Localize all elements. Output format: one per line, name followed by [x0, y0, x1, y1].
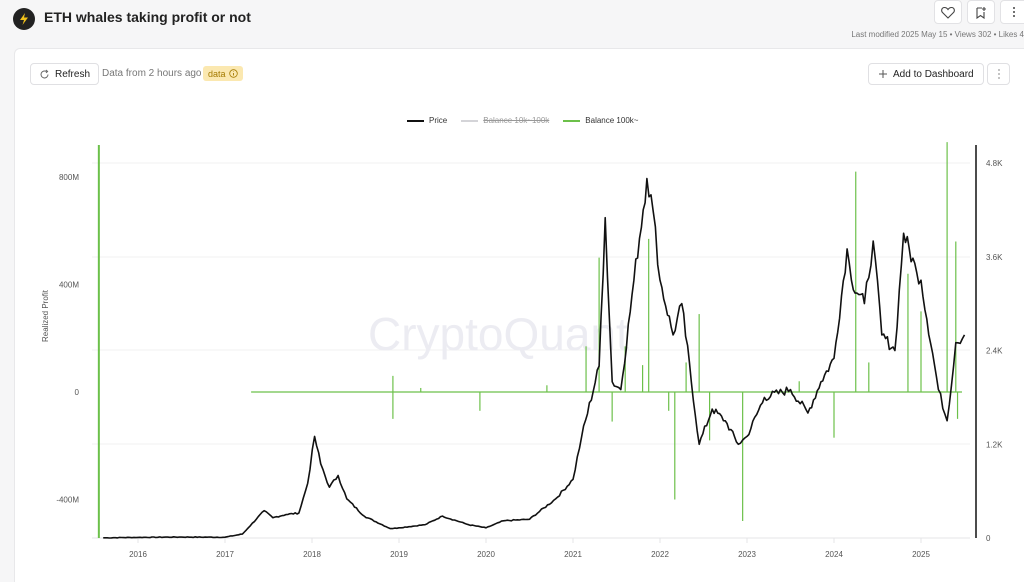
legend-swatch [563, 119, 581, 122]
y-axis-right: 4.8K 3.6K 2.4K 1.2K 0 [986, 159, 1003, 543]
svg-text:2019: 2019 [390, 550, 408, 559]
y-axis-left: 800M 400M 0 -400M [56, 173, 79, 505]
series-balance-100k [97, 142, 962, 538]
data-badge[interactable]: data [203, 66, 243, 81]
card-more-button[interactable] [987, 63, 1010, 85]
info-icon [228, 69, 238, 78]
svg-text:3.6K: 3.6K [986, 253, 1003, 262]
svg-text:800M: 800M [59, 173, 79, 182]
svg-text:2016: 2016 [129, 550, 147, 559]
more-vertical-icon [997, 69, 1000, 79]
refresh-button[interactable]: Refresh [30, 63, 100, 85]
refresh-icon [40, 69, 49, 78]
legend-swatch [407, 119, 424, 122]
page-title: ETH whales taking profit or not [44, 9, 251, 25]
svg-text:2025: 2025 [912, 550, 930, 559]
svg-text:400M: 400M [59, 281, 79, 290]
legend-item-balance-100k[interactable]: Balance 100k~ [563, 116, 638, 125]
svg-text:2024: 2024 [825, 550, 843, 559]
more-vertical-icon [1013, 7, 1015, 17]
badge-label: data [208, 68, 226, 79]
legend-swatch [461, 119, 479, 122]
plus-icon [879, 70, 887, 78]
y-axis-title: Realized Profit [41, 289, 50, 342]
legend-item-price[interactable]: Price [407, 116, 447, 125]
heart-icon [941, 6, 955, 19]
add-to-dashboard-button[interactable]: Add to Dashboard [868, 63, 984, 85]
svg-text:2023: 2023 [738, 550, 756, 559]
add-dashboard-label: Add to Dashboard [893, 68, 974, 80]
legend-item-balance-10k-100k[interactable]: Balance 10k~100k [461, 116, 549, 125]
legend-label: Price [429, 116, 448, 125]
like-button[interactable] [934, 0, 962, 24]
svg-text:2021: 2021 [564, 550, 582, 559]
svg-text:2018: 2018 [303, 550, 321, 559]
page-header: ETH whales taking profit or not Last mod… [0, 0, 1024, 48]
lightning-logo-icon [13, 8, 35, 30]
grid-lines [92, 162, 970, 539]
chart-legend: Price Balance 10k~100k Balance 100k~ [407, 116, 638, 125]
svg-text:2022: 2022 [651, 550, 669, 559]
svg-text:1.2K: 1.2K [986, 440, 1003, 449]
svg-text:2017: 2017 [216, 550, 234, 559]
more-button[interactable] [1000, 0, 1024, 24]
watermark: CryptoQuant [368, 308, 629, 360]
refresh-label: Refresh [55, 68, 91, 80]
legend-label: Balance 100k~ [585, 116, 639, 125]
svg-text:0: 0 [986, 534, 991, 543]
svg-text:2.4K: 2.4K [986, 347, 1003, 356]
bookmark-add-icon [976, 6, 986, 19]
svg-text:-400M: -400M [56, 496, 79, 505]
svg-text:2020: 2020 [477, 550, 495, 559]
series-price [103, 177, 966, 539]
page-meta: Last modified 2025 May 15 • Views 302 • … [851, 30, 1024, 39]
x-axis: 2016 2017 2018 2019 2020 2021 2022 2023 2024 2025 [129, 538, 930, 559]
legend-label: Balance 10k~100k [483, 116, 550, 125]
bookmark-button[interactable] [967, 0, 995, 24]
svg-text:0: 0 [75, 388, 80, 397]
svg-text:4.8K: 4.8K [986, 159, 1003, 168]
data-freshness: Data from 2 hours ago [102, 68, 202, 79]
